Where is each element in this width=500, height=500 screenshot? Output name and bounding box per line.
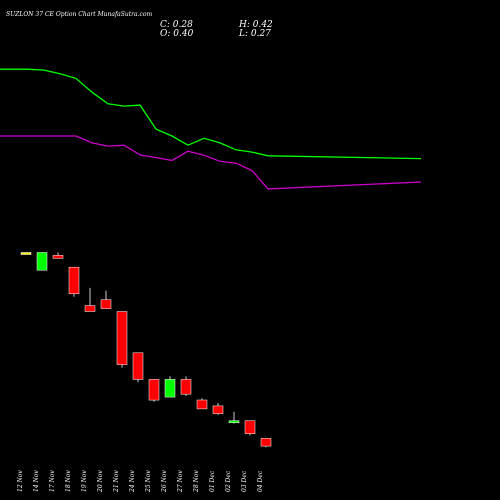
x-tick-label: 20 Nov: [97, 470, 104, 493]
candle-5: [84, 287, 96, 312]
x-tick-label: 03 Dec: [241, 470, 248, 492]
x-tick-label: 14 Nov: [33, 470, 40, 492]
x-tick-label: 25 Nov: [145, 470, 152, 493]
candle-body: [260, 438, 272, 447]
candle-10: [164, 376, 176, 398]
candle-body: [84, 305, 96, 312]
candle-group: [20, 252, 272, 448]
candle-body: [36, 252, 48, 271]
x-tick-label: 24 Nov: [129, 470, 136, 493]
x-tick-label: 21 Nov: [113, 470, 120, 493]
candle-body: [100, 299, 112, 309]
candle-body: [164, 379, 176, 398]
close-value: C: 0.28: [160, 20, 193, 30]
candle-body: [132, 352, 144, 380]
x-tick-label: 28 Nov: [193, 470, 200, 493]
candle-9: [148, 379, 160, 402]
x-axis-labels: 12 Nov 14 Nov 17 Nov 18 Nov 19 Nov 20 Nov 21 N…: [17, 470, 264, 493]
candle-1: [20, 252, 32, 255]
candle-body: [148, 379, 160, 401]
candle-2: [36, 252, 48, 271]
candle-14: [228, 411, 240, 424]
open-value: O: 0.40: [160, 29, 194, 39]
candle-11: [180, 376, 192, 396]
candle-13: [212, 403, 224, 415]
candle-body: [68, 266, 80, 295]
candle-body: [52, 255, 64, 259]
high-value: H: 0.42: [239, 20, 273, 30]
candle-7: [116, 311, 128, 368]
line-group: [0, 68, 422, 190]
low-value: L: 0.27: [239, 29, 271, 39]
x-tick-label: 04 Dec: [257, 470, 264, 492]
x-tick-label: 17 Nov: [49, 470, 56, 492]
x-tick-label: 19 Nov: [81, 470, 88, 492]
candle-3: [52, 252, 64, 259]
candle-body: [228, 420, 240, 423]
x-tick-label: 27 Nov: [177, 470, 184, 493]
candle-16: [260, 438, 272, 448]
chart-title: SUZLON 37 CE Option Chart MunafaSutra.co…: [6, 11, 153, 18]
candle-4: [68, 266, 80, 297]
x-tick-label: 26 Nov: [161, 470, 168, 493]
candle-body: [116, 311, 128, 365]
candle-body: [180, 379, 192, 395]
candle-body: [20, 252, 32, 255]
x-tick-label: 12 Nov: [17, 470, 24, 492]
series-line-upper: [0, 68, 422, 160]
candle-6: [100, 290, 112, 309]
x-tick-label: 02 Dec: [225, 470, 232, 492]
candle-12: [196, 398, 208, 410]
candle-body: [244, 420, 256, 434]
candle-body: [196, 399, 208, 410]
candle-8: [132, 352, 144, 383]
candle-15: [244, 420, 256, 436]
series-line-lower: [0, 135, 422, 190]
candle-body: [212, 405, 224, 414]
x-tick-label: 01 Dec: [209, 470, 216, 492]
x-tick-label: 18 Nov: [65, 470, 72, 492]
